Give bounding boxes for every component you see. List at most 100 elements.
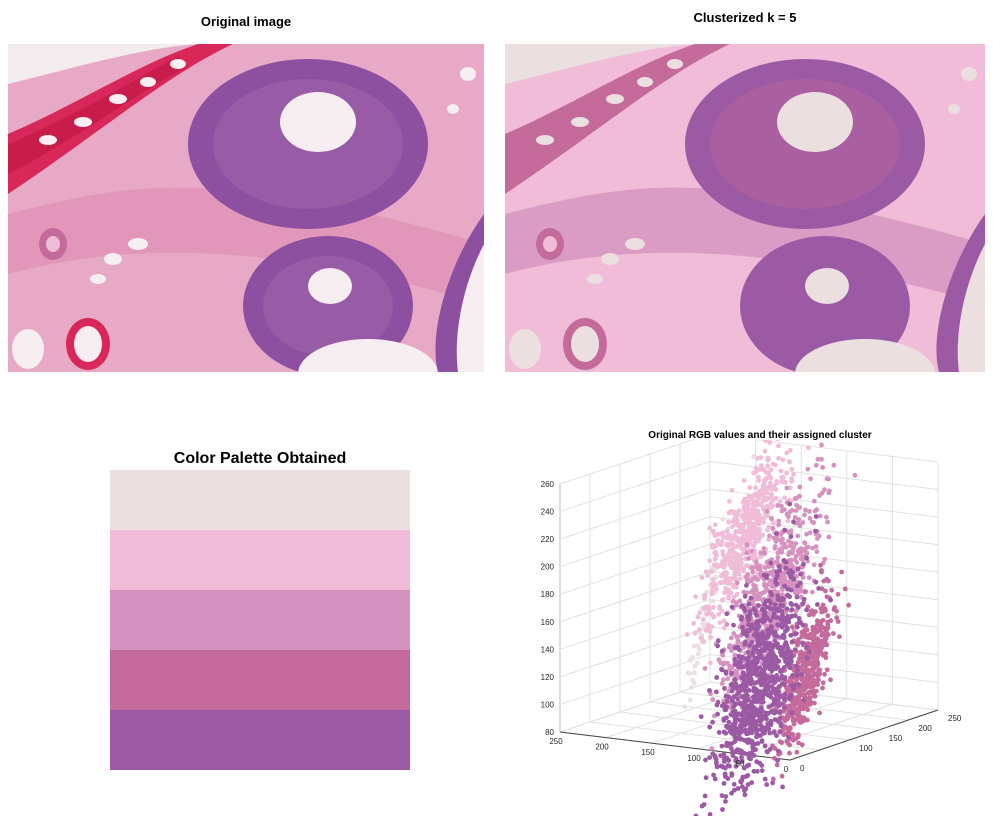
scatter-point: [707, 724, 713, 730]
scatter-point: [727, 550, 732, 556]
z-tick-label: 160: [541, 618, 555, 627]
scatter-point: [780, 575, 785, 581]
scatter-point: [781, 732, 787, 738]
scatter-point: [782, 675, 788, 680]
scatter-point: [773, 579, 778, 585]
scatter-point: [755, 718, 761, 724]
scatter-point: [804, 659, 810, 665]
scatter-point: [695, 614, 701, 620]
scatter-point: [727, 667, 733, 672]
scatter-point: [747, 494, 753, 500]
scatter-point: [820, 680, 826, 686]
scatter-point: [773, 560, 779, 565]
scatter-point: [782, 642, 788, 648]
scatter-point: [722, 590, 727, 595]
scatter-point: [719, 681, 725, 686]
x-tick-label: 250: [549, 737, 563, 746]
scatter-point: [807, 516, 813, 521]
scatter-point: [766, 524, 772, 530]
scatter-point: [732, 677, 738, 682]
scatter-point: [736, 659, 742, 665]
scatter-point: [769, 703, 775, 708]
scatter-point: [747, 485, 753, 490]
scatter-point: [804, 655, 810, 661]
scatter-point: [811, 520, 817, 526]
scatter-point: [824, 667, 830, 673]
scatter-point: [714, 675, 720, 680]
scatter-point: [824, 576, 830, 582]
scatter-point: [775, 641, 780, 647]
scatter-point: [791, 519, 796, 525]
scatter-point: [770, 503, 776, 509]
scatter-point: [779, 503, 784, 509]
scatter-point: [746, 703, 752, 708]
scatter-point: [766, 537, 771, 542]
scatter-point: [776, 518, 782, 524]
scatter-point: [753, 621, 759, 627]
scatter-point: [719, 597, 725, 603]
scatter-point: [754, 731, 760, 736]
scatter-point: [720, 648, 725, 654]
scatter-point: [711, 614, 716, 620]
scatter-point: [710, 697, 716, 702]
scatter-point: [775, 589, 781, 595]
scatter-point: [767, 598, 773, 604]
scatter-point: [777, 694, 783, 700]
scatter-point: [775, 440, 780, 442]
scatter-point: [714, 764, 720, 770]
scatter-point: [743, 574, 749, 580]
scatter-point: [734, 602, 739, 608]
scatter-point: [770, 461, 776, 467]
scatter-point: [789, 710, 795, 715]
scatter-point: [785, 706, 791, 711]
scatter-point: [814, 649, 820, 655]
scatter-point: [774, 673, 780, 678]
scatter-point: [721, 534, 727, 540]
y-axis-line: [789, 709, 939, 761]
scatter-point: [788, 541, 794, 546]
scatter-point: [731, 622, 736, 628]
z-tick-label: 260: [541, 480, 555, 489]
scatter-point: [798, 689, 803, 694]
scatter-point: [813, 642, 819, 647]
scatter-point: [818, 627, 823, 632]
scatter-point: [771, 520, 776, 526]
scatter-point: [754, 491, 759, 497]
scatter-point: [764, 508, 770, 514]
scatter-point: [751, 470, 756, 476]
scatter-point: [828, 597, 833, 603]
z-tick-label: 240: [541, 508, 555, 517]
scatter-point: [731, 594, 737, 600]
scatter-point: [780, 619, 785, 625]
scatter-point: [740, 654, 745, 660]
scatter-point: [767, 646, 772, 652]
scatter-point: [796, 682, 802, 687]
scatter-point: [816, 586, 821, 591]
scatter-point: [727, 724, 733, 730]
scatter-point: [832, 605, 838, 610]
scatter-point: [780, 571, 786, 576]
scatter-point: [779, 540, 785, 546]
scatter-point: [818, 606, 824, 611]
scatter-point: [726, 519, 731, 525]
scatter-point: [817, 513, 823, 519]
scatter-point: [758, 682, 764, 688]
scatter-point: [797, 493, 802, 499]
scatter-point: [744, 550, 750, 556]
scatter-point: [799, 719, 804, 725]
scatter-point: [834, 608, 839, 614]
scatter-point: [760, 491, 765, 496]
scatter-point: [738, 687, 744, 693]
scatter-point: [732, 730, 738, 735]
scatter-point: [796, 549, 801, 555]
scatter-point: [819, 569, 824, 575]
scatter-point: [727, 499, 732, 504]
scatter-point: [764, 490, 770, 496]
scatter-point: [758, 689, 763, 695]
scatter-point: [746, 556, 751, 561]
scatter-point: [800, 601, 806, 607]
scatter-point: [778, 468, 784, 474]
scatter-point: [817, 710, 822, 716]
scatter-point: [800, 520, 806, 525]
scatter-point: [721, 729, 727, 735]
